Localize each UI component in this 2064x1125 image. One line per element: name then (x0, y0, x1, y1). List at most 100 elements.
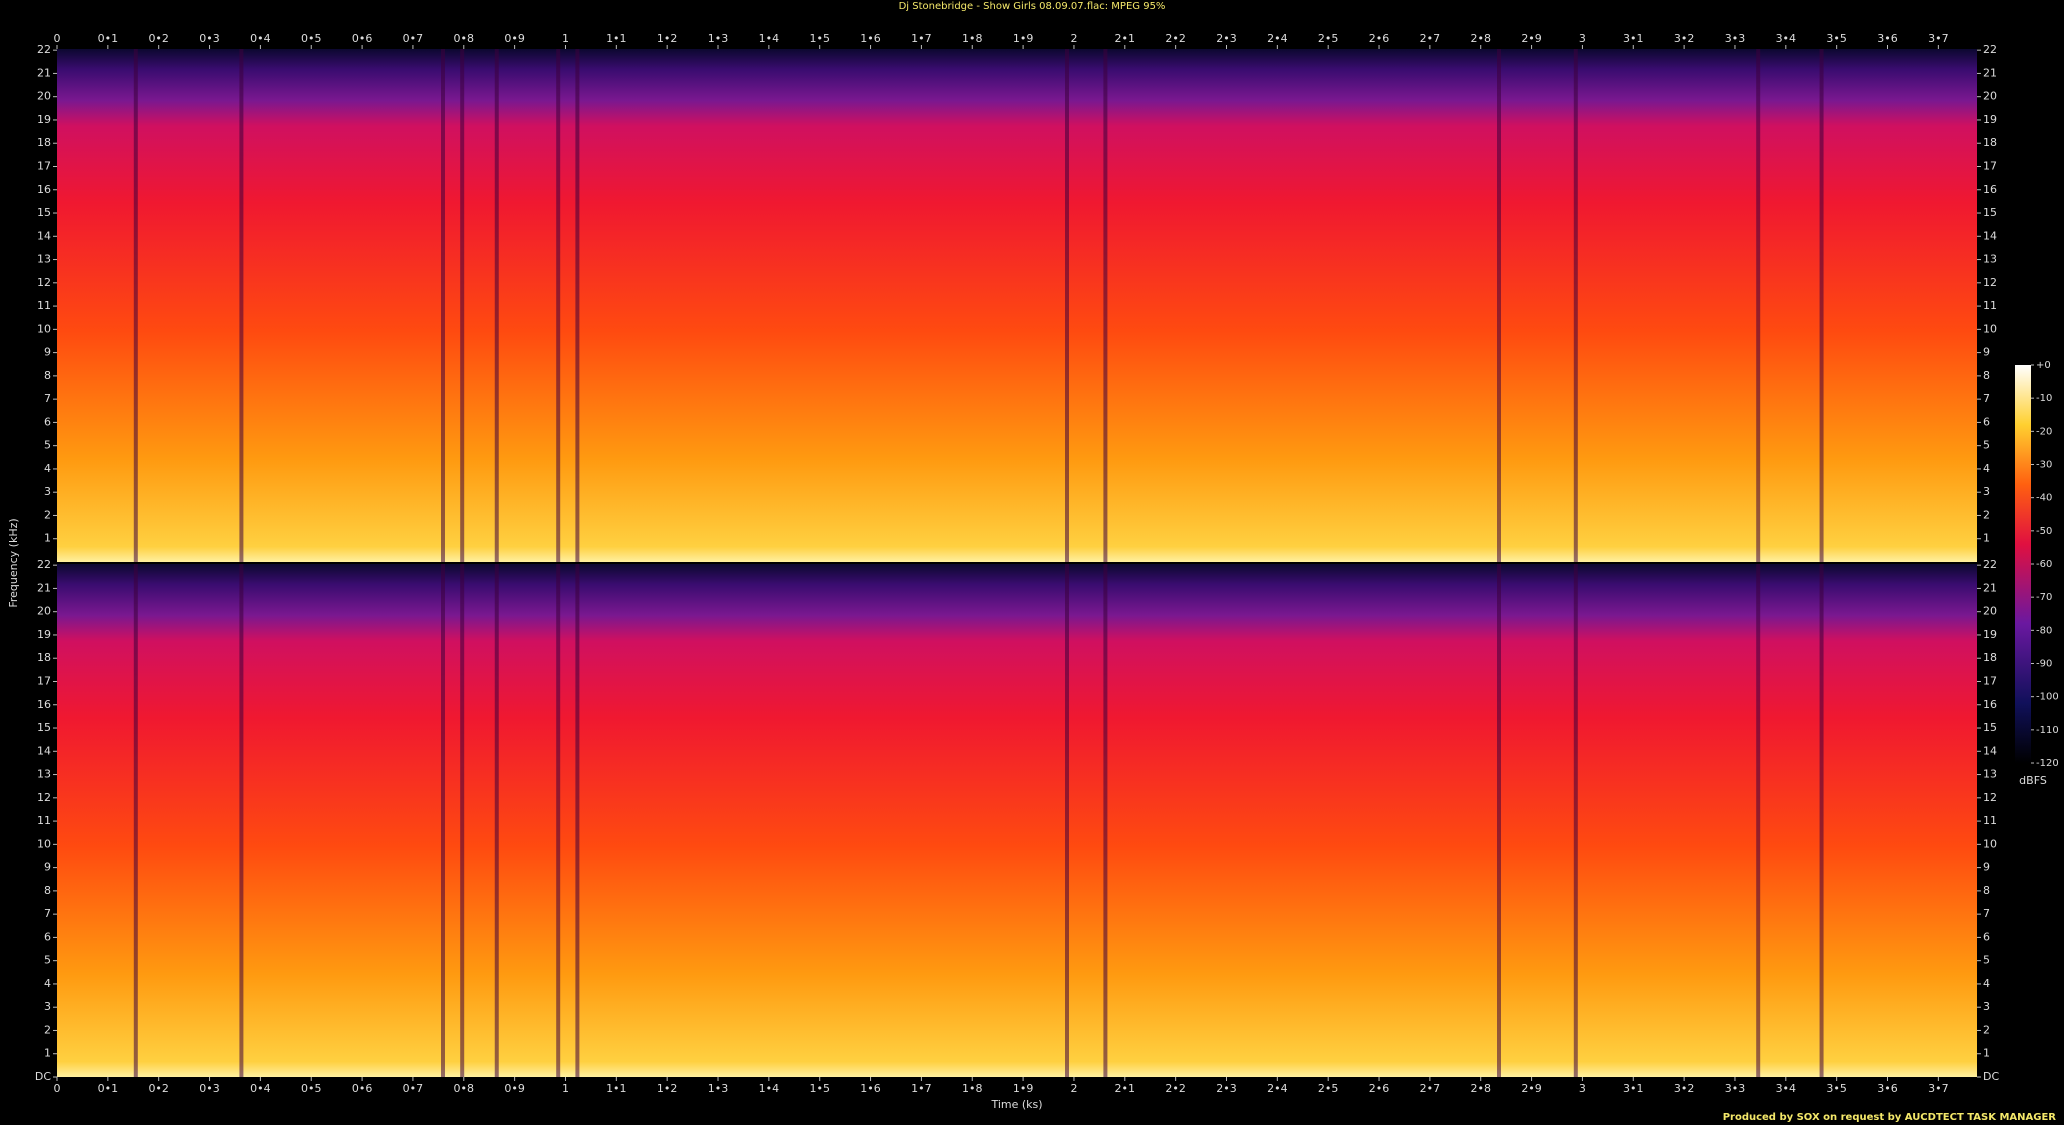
dark-stripe (239, 49, 244, 562)
y-tick-label: 14 (1983, 744, 1997, 757)
colorbar-tick-label: -100 (2036, 692, 2059, 703)
colorbar-tick-label: -90 (2036, 659, 2052, 670)
x-tick-label: 1•7 (911, 32, 932, 45)
x-tick-label: 3•7 (1928, 1082, 1949, 1095)
x-tick-label: 2•1 (1115, 1082, 1136, 1095)
y-tick-label: 1 (44, 1047, 51, 1060)
y-tick-label: 20 (1983, 90, 1997, 103)
y-tick-label: 21 (1983, 581, 1997, 594)
y-tick-label: 13 (1983, 253, 1997, 266)
y-tick-label: 18 (1983, 136, 1997, 149)
x-tick-label: 0•2 (148, 32, 169, 45)
y-tick-label: 12 (1983, 276, 1997, 289)
y-tick-label: 20 (37, 90, 51, 103)
y-tick-label: 10 (37, 322, 51, 335)
y-tick-label: 21 (37, 66, 51, 79)
x-tick-label: 0•3 (199, 32, 220, 45)
y-tick-label: 14 (37, 744, 51, 757)
dark-stripe (460, 564, 465, 1077)
y-tick-label: 9 (44, 861, 51, 874)
x-tick-label: 3•6 (1877, 32, 1898, 45)
y-tick-label: 13 (37, 768, 51, 781)
x-tick-label: 2 (1070, 1082, 1077, 1095)
y-tick-label: 16 (37, 183, 51, 196)
x-tick-label: 1•8 (962, 1082, 983, 1095)
colorbar-tick-label: -120 (2036, 758, 2059, 769)
spectrogram-image (57, 49, 1977, 562)
y-tick-label: 18 (37, 651, 51, 664)
colorbar-tick-label: +0 (2036, 360, 2051, 371)
dark-stripe (1756, 49, 1761, 562)
y-tick-label: 17 (37, 674, 51, 687)
y-tick-label: 7 (44, 907, 51, 920)
y-tick-label: 13 (37, 253, 51, 266)
x-tick-label: 2•5 (1318, 32, 1339, 45)
x-tick-label: 2•2 (1165, 32, 1186, 45)
colorbar-tick-label: -110 (2036, 725, 2059, 736)
footer: Produced by SOX on request by AUCDTECT T… (1723, 1112, 2057, 1123)
y-tick-label: 19 (1983, 628, 1997, 641)
y-tick-label: 12 (37, 276, 51, 289)
y-tick-label: 17 (1983, 674, 1997, 687)
x-tick-label: 1•6 (860, 32, 881, 45)
x-tick-label: 0•1 (98, 1082, 119, 1095)
x-tick-label: 2 (1070, 32, 1077, 45)
y-tick-label: 16 (37, 698, 51, 711)
y-tick-label: 10 (1983, 322, 1997, 335)
colorbar-tick-label: -70 (2036, 592, 2052, 603)
colorbar-tick-label: -20 (2036, 426, 2052, 437)
x-tick-label: 1•2 (657, 1082, 678, 1095)
y-tick-label: 19 (1983, 113, 1997, 126)
x-tick-label: 1•7 (911, 1082, 932, 1095)
y-tick-label: 3 (1983, 485, 1990, 498)
x-tick-label: 1•9 (1013, 32, 1034, 45)
y-tick-label: 21 (37, 581, 51, 594)
y-tick-label: 5 (1983, 954, 1990, 967)
x-tick-label: 1•4 (759, 32, 780, 45)
y-tick-label: 7 (1983, 907, 1990, 920)
y-tick-label: 6 (44, 930, 51, 943)
y-tick-label: 11 (37, 814, 51, 827)
y-tick-label: 2 (1983, 1023, 1990, 1036)
x-tick-label: 2•3 (1216, 1082, 1237, 1095)
x-tick-label: 2•2 (1165, 1082, 1186, 1095)
y-tick-label: 22 (37, 43, 51, 56)
x-tick-label: 3•5 (1826, 1082, 1847, 1095)
x-tick-label: 0•1 (98, 32, 119, 45)
y-tick-label: 7 (1983, 392, 1990, 405)
y-tick-label: 7 (44, 392, 51, 405)
x-tick-label: 2•6 (1369, 1082, 1390, 1095)
y-tick-label: 19 (37, 628, 51, 641)
colorbar-tick-label: -40 (2036, 493, 2052, 504)
x-tick-label: 3•4 (1776, 32, 1797, 45)
x-tick-label: 2•7 (1420, 1082, 1441, 1095)
dark-stripe (1573, 49, 1578, 562)
x-tick-label: 1•1 (606, 1082, 627, 1095)
y-tick-label: 8 (1983, 369, 1990, 382)
y-tick-label: 20 (37, 605, 51, 618)
y-tick-label: 1 (1983, 1047, 1990, 1060)
x-tick-label: 3•5 (1826, 32, 1847, 45)
y-tick-label: 5 (1983, 439, 1990, 452)
y-tick-label: 13 (1983, 768, 1997, 781)
x-tick-label: 0•9 (504, 1082, 525, 1095)
y-tick-label: 19 (37, 113, 51, 126)
y-tick-label: 16 (1983, 183, 1997, 196)
y-axis-label: Frequency (kHz) (7, 518, 20, 607)
colorbar-tick-label: -30 (2036, 460, 2052, 471)
y-tick-label: 6 (44, 415, 51, 428)
y-tick-label: DC (35, 1070, 51, 1083)
y-tick-label: 22 (37, 558, 51, 571)
x-tick-label: 2•6 (1369, 32, 1390, 45)
x-tick-label: 2•8 (1470, 32, 1491, 45)
y-tick-label: 1 (1983, 532, 1990, 545)
x-tick-label: 0 (54, 1082, 61, 1095)
x-tick-label: 1•4 (759, 1082, 780, 1095)
x-tick-label: 0•8 (454, 32, 475, 45)
dark-stripe (575, 564, 580, 1077)
x-tick-label: 3 (1579, 32, 1586, 45)
x-tick-label: 1•3 (708, 1082, 729, 1095)
x-tick-label: 0•5 (301, 32, 322, 45)
x-axis-label: Time (ks) (990, 1098, 1042, 1111)
